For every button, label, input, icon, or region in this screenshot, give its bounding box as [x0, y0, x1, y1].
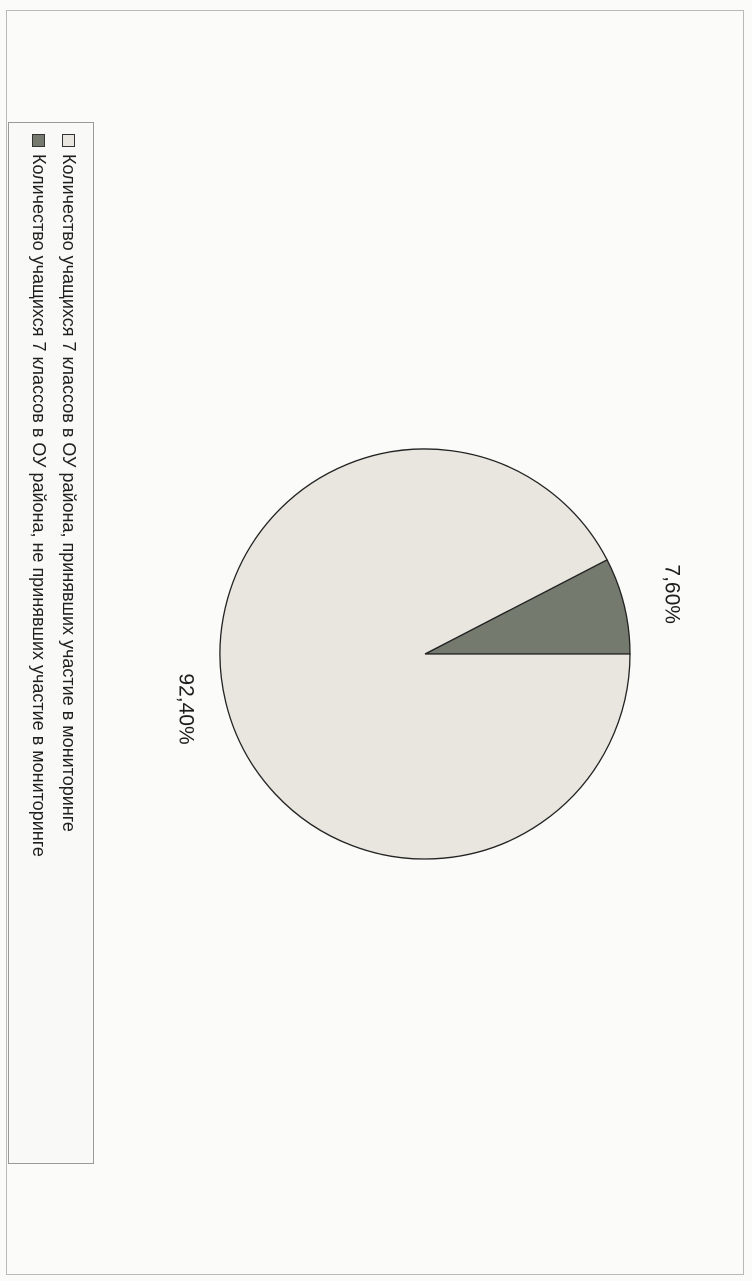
data-label-participated: 7,60% — [660, 564, 683, 624]
legend-swatch-not-participated — [32, 134, 46, 147]
legend-box — [8, 122, 94, 1164]
legend: Количество учащихся 7 классов в ОУ район… — [8, 122, 94, 1164]
legend-item: Количество учащихся 7 классов в ОУ район… — [24, 134, 54, 1164]
legend-label-not-participated: Количество учащихся 7 классов в ОУ район… — [29, 154, 50, 857]
legend-swatch-participated — [62, 134, 76, 147]
legend-label-participated: Количество учащихся 7 классов в ОУ район… — [59, 154, 80, 832]
pie-data-labels: 7,60% 92,40% — [174, 564, 683, 744]
pie-slice-not-participated — [219, 448, 631, 860]
pie-chart: 7,60% 92,40% — [174, 448, 683, 860]
data-label-not-participated: 92,40% — [174, 673, 197, 744]
pie-slice-participated — [424, 558, 631, 655]
chart-area: 7,60% 92,40% — [6, 10, 744, 1275]
pie-slices — [219, 448, 631, 860]
legend-item: Количество учащихся 7 классов в ОУ район… — [54, 134, 84, 1164]
